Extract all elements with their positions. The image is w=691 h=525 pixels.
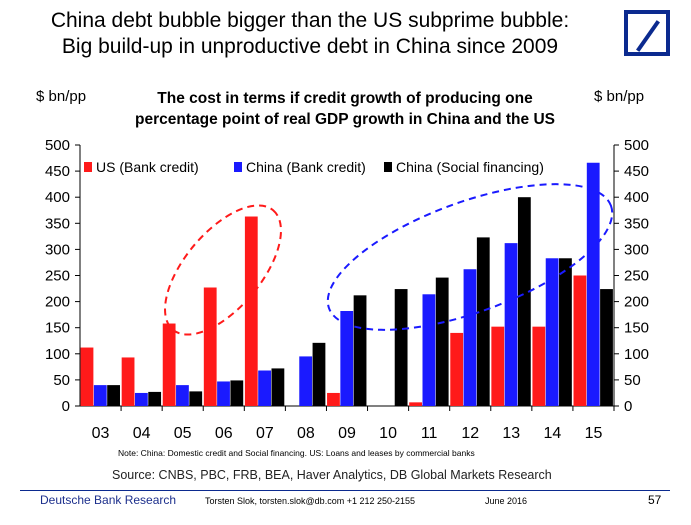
bar-china-bank-06 bbox=[217, 381, 230, 406]
bar-china-social-12 bbox=[476, 237, 490, 406]
legend-label: China (Bank credit) bbox=[246, 159, 366, 175]
bar-china-bank-04 bbox=[134, 392, 148, 406]
bar-us-bank-12 bbox=[450, 332, 464, 406]
y-tick-label-right: 200 bbox=[624, 294, 649, 311]
bar-china-bank-03 bbox=[93, 385, 107, 406]
y-tick-label-left: 100 bbox=[45, 346, 70, 363]
bar-china-social-10 bbox=[394, 289, 408, 406]
y-tick-label-right: 350 bbox=[624, 215, 649, 232]
annotation-ellipse-us bbox=[164, 204, 282, 336]
y-tick-label-left: 400 bbox=[45, 189, 70, 206]
bar-china-social-11 bbox=[435, 277, 449, 406]
x-tick-label-07: 07 bbox=[256, 425, 274, 442]
right-axis-unit: $ bn/pp bbox=[594, 88, 645, 105]
x-tick-label-11: 11 bbox=[421, 425, 438, 442]
x-tick-label-13: 13 bbox=[502, 425, 520, 442]
bar-china-social-05 bbox=[189, 391, 203, 406]
slide-title-line1: China debt bubble bigger than the US sub… bbox=[50, 9, 570, 32]
y-tick-label-right: 50 bbox=[624, 372, 641, 389]
bar-us-bank-11 bbox=[409, 402, 423, 406]
chart-title: The cost in terms if credit growth of pr… bbox=[95, 88, 595, 130]
slide-title-line2: Big build-up in unproductive debt in Chi… bbox=[61, 35, 559, 58]
legend-label: US (Bank credit) bbox=[96, 159, 199, 175]
y-tick-label-left: 500 bbox=[45, 137, 70, 154]
legend-swatch bbox=[234, 162, 242, 172]
footer-brand: Deutsche Bank Research bbox=[40, 493, 177, 507]
y-tick-label-left: 200 bbox=[45, 294, 70, 311]
bar-us-bank-15 bbox=[573, 275, 587, 406]
annotation-ellipse-china bbox=[326, 183, 614, 331]
footer-divider bbox=[20, 490, 670, 491]
chart-title-line1: The cost in terms if credit growth of pr… bbox=[157, 90, 533, 107]
bar-china-bank-11 bbox=[422, 294, 436, 406]
y-tick-label-right: 100 bbox=[624, 346, 649, 363]
bar-china-bank-07 bbox=[258, 370, 271, 406]
bar-us-bank-04 bbox=[121, 357, 135, 406]
slide-title: China debt bubble bigger than the US sub… bbox=[20, 8, 600, 60]
x-tick-label-03: 03 bbox=[92, 425, 110, 442]
x-tick-label-04: 04 bbox=[133, 425, 151, 442]
y-tick-label-left: 50 bbox=[53, 372, 70, 389]
y-tick-label-left: 250 bbox=[45, 268, 70, 285]
y-tick-label-right: 450 bbox=[624, 163, 649, 180]
y-tick-label-right: 0 bbox=[624, 398, 632, 415]
footer-date: June 2016 bbox=[485, 496, 528, 506]
deutsche-bank-logo-icon bbox=[624, 10, 670, 56]
y-tick-label-right: 150 bbox=[624, 320, 649, 337]
y-tick-label-left: 300 bbox=[45, 241, 70, 258]
bar-china-social-07 bbox=[271, 368, 285, 406]
x-tick-label-06: 06 bbox=[215, 425, 233, 442]
bar-china-bank-13 bbox=[504, 243, 518, 406]
bar-china-social-06 bbox=[230, 380, 244, 406]
bar-us-bank-06 bbox=[203, 287, 217, 406]
bar-china-social-13 bbox=[517, 197, 531, 406]
bar-us-bank-09 bbox=[327, 392, 340, 406]
y-tick-label-left: 150 bbox=[45, 320, 70, 337]
bar-china-social-03 bbox=[107, 385, 120, 406]
bar-us-bank-13 bbox=[491, 326, 505, 406]
bar-china-social-08 bbox=[312, 342, 326, 406]
bar-china-bank-09 bbox=[340, 310, 354, 406]
y-tick-label-right: 400 bbox=[624, 189, 649, 206]
bar-china-bank-14 bbox=[545, 258, 559, 406]
page-number: 57 bbox=[648, 493, 662, 507]
bar-china-social-09 bbox=[353, 295, 367, 406]
x-tick-label-15: 15 bbox=[585, 425, 603, 442]
y-tick-label-right: 250 bbox=[624, 268, 649, 285]
bar-us-bank-07 bbox=[244, 216, 258, 406]
x-tick-label-10: 10 bbox=[379, 425, 397, 442]
left-axis-unit: $ bn/pp bbox=[36, 88, 87, 105]
legend-swatch bbox=[384, 162, 392, 172]
chart-source: Source: CNBS, PBC, FRB, BEA, Haver Analy… bbox=[112, 468, 552, 482]
x-tick-label-08: 08 bbox=[297, 425, 315, 442]
chart-title-line2: percentage point of real GDP growth in C… bbox=[135, 111, 555, 128]
bar-us-bank-14 bbox=[532, 326, 546, 406]
x-tick-label-05: 05 bbox=[174, 425, 192, 442]
x-tick-label-09: 09 bbox=[338, 425, 356, 442]
bar-china-bank-12 bbox=[463, 269, 477, 406]
y-tick-label-left: 450 bbox=[45, 163, 70, 180]
y-tick-label-right: 300 bbox=[624, 241, 649, 258]
bar-china-bank-15 bbox=[586, 162, 600, 406]
bar-us-bank-05 bbox=[162, 323, 176, 406]
bar-china-social-15 bbox=[600, 289, 613, 406]
y-tick-label-left: 0 bbox=[62, 398, 70, 415]
legend-label: China (Social financing) bbox=[396, 159, 544, 175]
x-tick-label-12: 12 bbox=[461, 425, 479, 442]
y-tick-label-right: 500 bbox=[624, 137, 649, 154]
bar-china-social-14 bbox=[559, 258, 572, 406]
bar-us-bank-03 bbox=[80, 347, 94, 406]
bar-china-bank-08 bbox=[299, 356, 313, 406]
footer-author: Torsten Slok, torsten.slok@db.com +1 212… bbox=[205, 496, 416, 506]
y-tick-label-left: 350 bbox=[45, 215, 70, 232]
bar-china-bank-05 bbox=[176, 385, 189, 406]
bar-china-social-04 bbox=[148, 391, 162, 406]
x-tick-label-14: 14 bbox=[543, 425, 561, 442]
chart-note: Note: China: Domestic credit and Social … bbox=[118, 448, 475, 458]
legend-swatch bbox=[84, 162, 92, 172]
